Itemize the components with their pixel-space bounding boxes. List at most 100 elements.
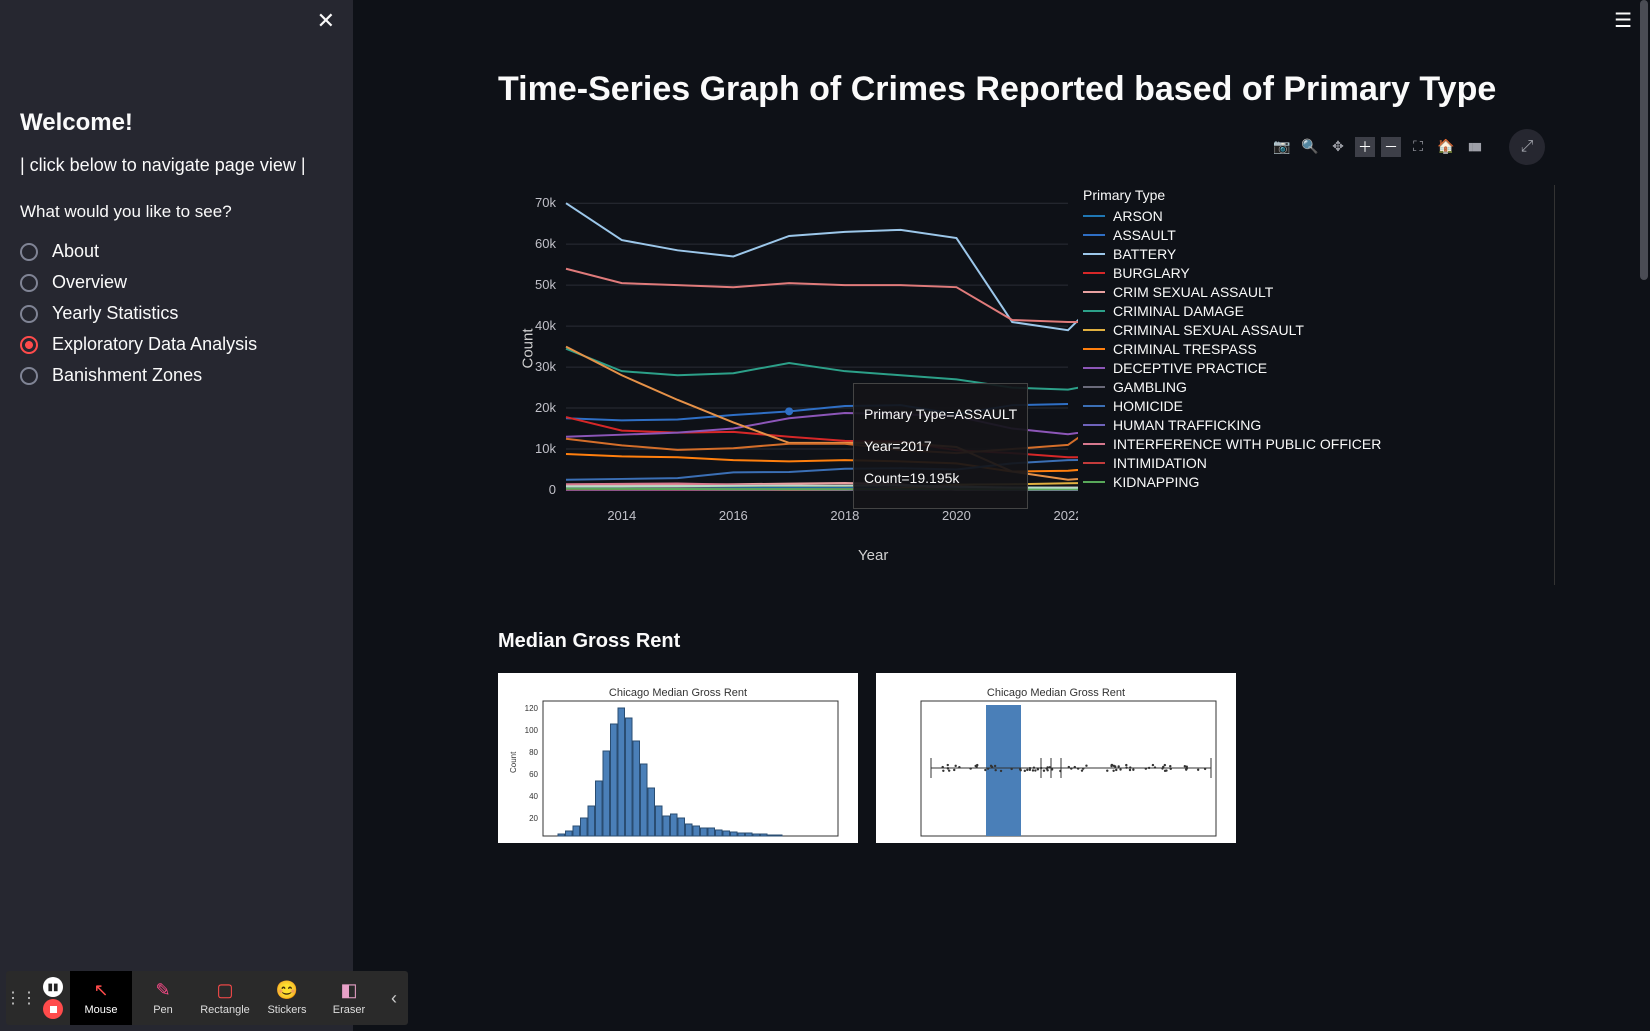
stickers-icon: 😊: [276, 980, 298, 1001]
mouse-icon: ↖: [93, 980, 108, 1001]
tool-pen[interactable]: ✎ Pen: [132, 971, 194, 1025]
welcome-heading: Welcome!: [20, 109, 333, 137]
time-series-chart[interactable]: 010k20k30k40k50k60k70k201420162018202020…: [498, 185, 1555, 585]
y-axis-label: Count: [520, 328, 537, 368]
tool-mouse[interactable]: ↖ Mouse: [70, 971, 132, 1025]
legend-swatch: [1083, 272, 1105, 274]
tool-eraser[interactable]: ◧Eraser: [318, 971, 380, 1025]
radio-label: About: [52, 241, 99, 262]
svg-text:100: 100: [525, 726, 539, 735]
thumbnail-parcoords[interactable]: Chicago Median Gross Rent: [876, 673, 1236, 843]
legend-swatch: [1083, 348, 1105, 350]
legend-label: CRIMINAL TRESPASS: [1113, 341, 1257, 357]
legend-label: CRIMINAL DAMAGE: [1113, 303, 1244, 319]
home-icon[interactable]: 🏠: [1435, 136, 1457, 158]
legend-label: ASSAULT: [1113, 227, 1176, 243]
hamburger-icon[interactable]: ☰: [1614, 8, 1632, 33]
radio-label: Banishment Zones: [52, 365, 202, 386]
close-icon[interactable]: ✕: [317, 8, 335, 34]
fullscreen-button[interactable]: ⤢: [1509, 129, 1545, 165]
record-controls: ▮▮: [36, 971, 70, 1025]
legend-swatch: [1083, 424, 1105, 426]
svg-text:40: 40: [529, 792, 538, 801]
legend-item[interactable]: CRIMINAL TRESPASS: [1083, 340, 1381, 359]
legend-item[interactable]: INTIMIDATION: [1083, 454, 1381, 473]
plotly-logo-icon[interactable]: ▮▮▮: [1463, 136, 1485, 158]
radio-label: Overview: [52, 272, 127, 293]
legend-item[interactable]: GAMBLING: [1083, 378, 1381, 397]
x-axis-label: Year: [858, 547, 888, 564]
radio-option-banishment-zones[interactable]: Banishment Zones: [20, 360, 333, 391]
thumb-title: Chicago Median Gross Rent: [498, 687, 858, 699]
radio-option-exploratory-data-analysis[interactable]: Exploratory Data Analysis: [20, 329, 333, 360]
radio-option-about[interactable]: About: [20, 236, 333, 267]
pan-icon[interactable]: ✥: [1327, 136, 1349, 158]
legend-label: BATTERY: [1113, 246, 1176, 262]
nav-hint: | click below to navigate page view |: [20, 155, 333, 176]
radio-option-overview[interactable]: Overview: [20, 267, 333, 298]
legend-swatch: [1083, 329, 1105, 331]
legend-item[interactable]: HUMAN TRAFFICKING: [1083, 416, 1381, 435]
legend-item[interactable]: BATTERY: [1083, 245, 1381, 264]
legend-item[interactable]: INTERFERENCE WITH PUBLIC OFFICER: [1083, 435, 1381, 454]
legend-swatch: [1083, 367, 1105, 369]
tool-label: Pen: [153, 1004, 173, 1016]
svg-text:120: 120: [525, 704, 539, 713]
scrollbar[interactable]: [1638, 0, 1650, 1031]
legend-swatch: [1083, 481, 1105, 483]
autoscale-icon[interactable]: ⛶: [1407, 136, 1429, 158]
stop-button[interactable]: [43, 999, 63, 1019]
zoom-icon[interactable]: 🔍: [1299, 136, 1321, 158]
svg-text:30k: 30k: [535, 359, 556, 374]
tooltip-line: Primary Type=ASSAULT: [864, 406, 1017, 422]
tooltip-line: Count=19.195k: [864, 470, 1017, 486]
svg-text:60k: 60k: [535, 236, 556, 251]
tool-stickers[interactable]: 😊 Stickers: [256, 971, 318, 1025]
legend-swatch: [1083, 462, 1105, 464]
legend-item[interactable]: BURGLARY: [1083, 264, 1381, 283]
legend-item[interactable]: CRIMINAL SEXUAL ASSAULT: [1083, 321, 1381, 340]
legend-item[interactable]: CRIM SEXUAL ASSAULT: [1083, 283, 1381, 302]
tooltip-line: Year=2017: [864, 438, 1017, 454]
legend-item[interactable]: ARSON: [1083, 207, 1381, 226]
pen-icon: ✎: [155, 980, 170, 1001]
legend-label: KIDNAPPING: [1113, 474, 1199, 490]
scrollbar-thumb[interactable]: [1640, 0, 1648, 280]
svg-text:80: 80: [529, 748, 538, 757]
tool-label: Mouse: [84, 1004, 117, 1016]
svg-text:2022: 2022: [1054, 508, 1078, 523]
tool-rectangle[interactable]: ▢Rectangle: [194, 971, 256, 1025]
collapse-icon[interactable]: ‹: [380, 971, 408, 1025]
svg-text:0: 0: [549, 482, 556, 497]
eraser-icon: ◧: [340, 980, 357, 1001]
annotation-toolbar: ⋮⋮ ▮▮ ↖ Mouse ✎ Pen ▢Rectangle 😊 Stickers ◧Eras…: [6, 971, 408, 1025]
legend-label: ARSON: [1113, 208, 1163, 224]
legend-label: INTIMIDATION: [1113, 455, 1207, 471]
radio-icon: [20, 243, 38, 261]
plotly-toolbar: 📷 🔍 ✥ ＋ － ⛶ 🏠 ▮▮▮ ⤢: [498, 129, 1555, 165]
radio-option-yearly-statistics[interactable]: Yearly Statistics: [20, 298, 333, 329]
main-panel: ☰ Time-Series Graph of Crimes Reported b…: [353, 0, 1650, 1031]
zoom-in-icon[interactable]: ＋: [1355, 137, 1375, 157]
legend-item[interactable]: HOMICIDE: [1083, 397, 1381, 416]
tool-label: Stickers: [267, 1004, 306, 1016]
thumbnail-histogram[interactable]: Chicago Median Gross Rent 12010080604020…: [498, 673, 858, 843]
sidebar: ✕ Welcome! | click below to navigate pag…: [0, 0, 353, 1031]
legend-label: CRIMINAL SEXUAL ASSAULT: [1113, 322, 1304, 338]
legend-item[interactable]: KIDNAPPING: [1083, 473, 1381, 492]
zoom-out-icon[interactable]: －: [1381, 137, 1401, 157]
pause-button[interactable]: ▮▮: [43, 977, 63, 997]
legend-label: INTERFERENCE WITH PUBLIC OFFICER: [1113, 436, 1381, 452]
svg-text:20: 20: [529, 814, 538, 823]
svg-text:10k: 10k: [535, 441, 556, 456]
rectangle-icon: ▢: [216, 980, 233, 1001]
legend-item[interactable]: CRIMINAL DAMAGE: [1083, 302, 1381, 321]
legend-swatch: [1083, 443, 1105, 445]
legend-item[interactable]: ASSAULT: [1083, 226, 1381, 245]
radio-group-label: What would you like to see?: [20, 202, 333, 222]
legend-item[interactable]: DECEPTIVE PRACTICE: [1083, 359, 1381, 378]
camera-icon[interactable]: 📷: [1271, 136, 1293, 158]
legend-title: Primary Type: [1083, 187, 1381, 203]
drag-handle-icon[interactable]: ⋮⋮: [6, 971, 36, 1025]
legend-swatch: [1083, 310, 1105, 312]
